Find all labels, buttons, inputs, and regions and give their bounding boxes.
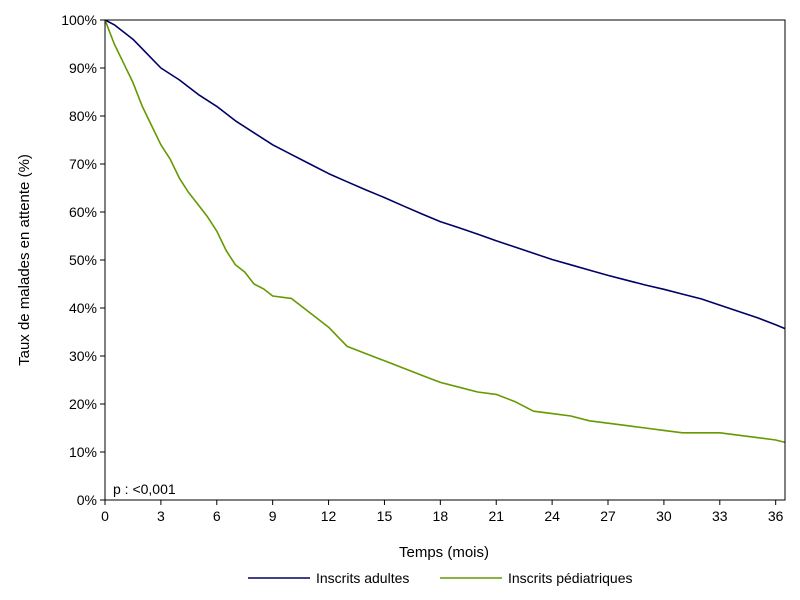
y-tick-label: 0% [77,492,97,508]
p-value-annotation: p : <0,001 [113,481,176,497]
x-tick-label: 33 [712,508,728,524]
y-axis-label: Taux de malades en attente (%) [16,154,33,366]
x-tick-label: 18 [433,508,449,524]
series-line-pediatriques [104,19,786,444]
y-tick-label: 100% [61,12,97,28]
y-tick-label: 10% [69,444,97,460]
y-tick-label: 30% [69,348,97,364]
x-tick-label: 27 [600,508,616,524]
y-tick-label: 20% [69,396,97,412]
y-tick-label: 50% [69,252,97,268]
x-tick-label: 6 [213,508,221,524]
legend-label: Inscrits pédiatriques [508,570,633,586]
y-tick-label: 90% [69,60,97,76]
y-axis: 0% 10% 20% 30% 40% 50% 60% 70% 80% 90% 100% [61,12,105,508]
y-tick-label: 40% [69,300,97,316]
x-tick-label: 12 [321,508,337,524]
legend: Inscrits adultes Inscrits pédiatriques [248,570,633,586]
y-tick-label: 60% [69,204,97,220]
x-tick-label: 21 [488,508,504,524]
plot-lines [104,19,786,444]
x-tick-label: 9 [269,508,277,524]
x-tick-label: 30 [656,508,672,524]
x-tick-label: 15 [377,508,393,524]
legend-label: Inscrits adultes [316,570,409,586]
x-axis: 0 3 6 9 12 15 18 21 24 27 30 33 36 [101,500,784,524]
series-line-adultes [104,19,786,330]
x-tick-label: 24 [544,508,560,524]
x-tick-label: 36 [768,508,784,524]
x-tick-label: 0 [101,508,109,524]
y-tick-label: 80% [69,108,97,124]
y-tick-label: 70% [69,156,97,172]
x-axis-label: Temps (mois) [399,544,489,561]
x-tick-label: 3 [157,508,165,524]
